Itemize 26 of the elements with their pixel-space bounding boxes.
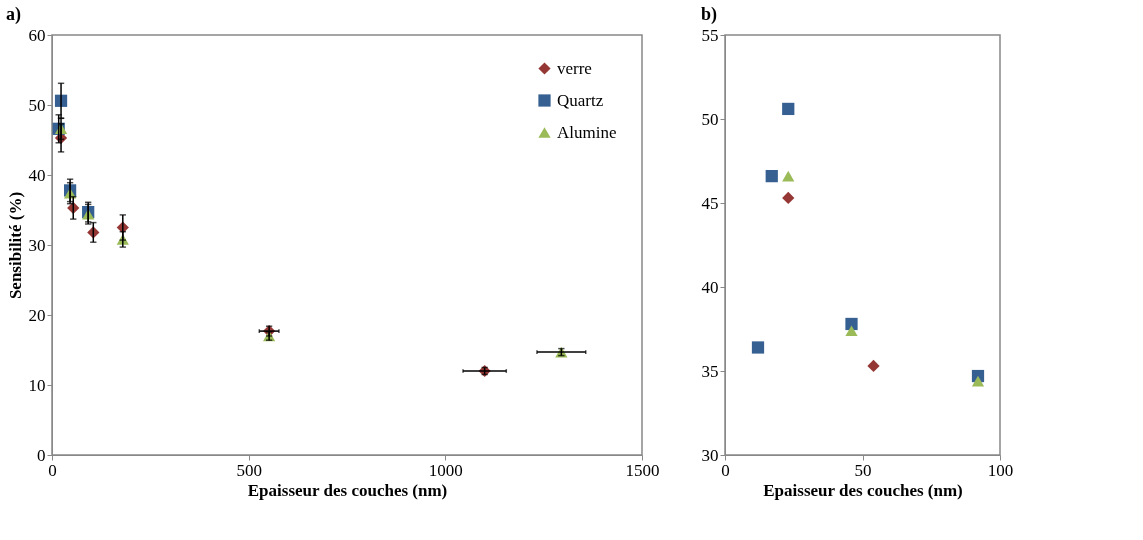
y-tick-label: 10 bbox=[28, 375, 46, 395]
y-tick-label: 30 bbox=[28, 235, 46, 255]
y-tick-label: 55 bbox=[701, 25, 719, 45]
y-tick-label: 50 bbox=[28, 95, 46, 115]
y-tick-label: 30 bbox=[701, 445, 719, 465]
x-tick-label: 1500 bbox=[625, 460, 660, 480]
x-tick-label: 100 bbox=[987, 460, 1014, 480]
y-tick-label: 35 bbox=[701, 361, 719, 381]
x-tick-label: 500 bbox=[236, 460, 262, 480]
legend-label: verre bbox=[557, 58, 592, 78]
y-axis-title: Sensibilité (%) bbox=[5, 191, 25, 300]
x-axis-title: Epaisseur des couches (nm) bbox=[247, 480, 448, 500]
y-tick-label: 20 bbox=[28, 305, 46, 325]
y-tick-label: 45 bbox=[701, 193, 719, 213]
y-tick-label: 40 bbox=[701, 277, 719, 297]
legend-label: Quartz bbox=[557, 90, 604, 110]
y-tick-label: 50 bbox=[701, 109, 719, 129]
chart-title: a) bbox=[6, 4, 21, 25]
x-tick-label: 50 bbox=[854, 460, 872, 480]
y-tick-label: 40 bbox=[28, 165, 46, 185]
x-tick-label: 1000 bbox=[428, 460, 463, 480]
y-tick-label: 0 bbox=[37, 445, 46, 465]
x-axis-title: Epaisseur des couches (nm) bbox=[763, 480, 963, 500]
legend-label: Alumine bbox=[557, 122, 617, 142]
y-tick-label: 60 bbox=[28, 25, 46, 45]
chart-title: b) bbox=[701, 4, 718, 25]
